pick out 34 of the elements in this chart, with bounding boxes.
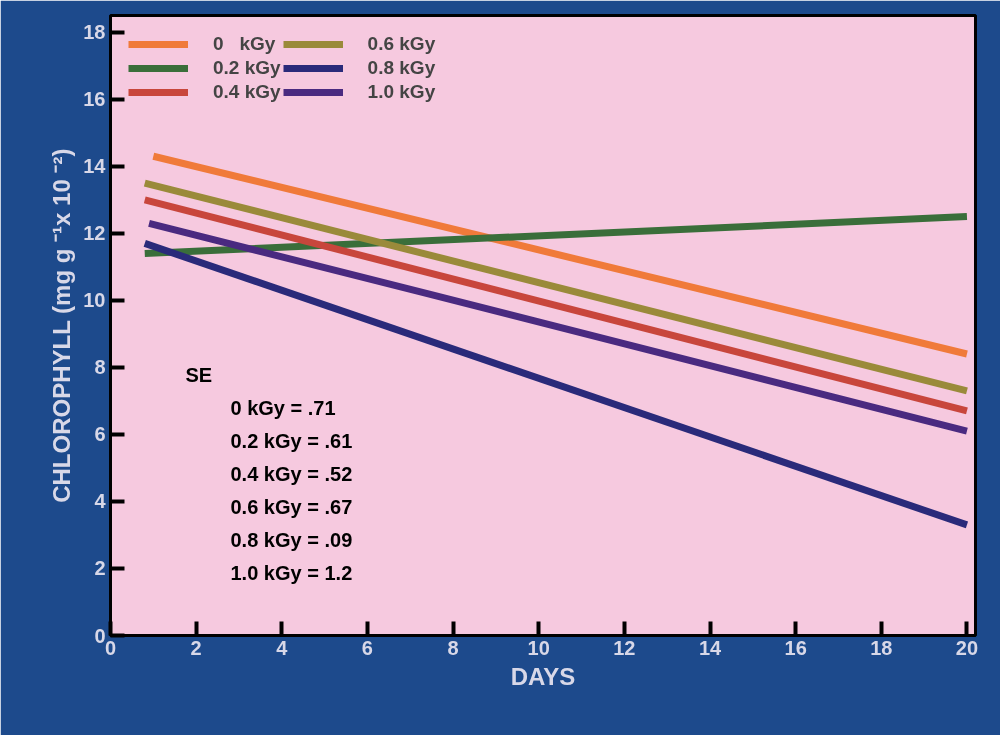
x-tick-label: 10 bbox=[527, 636, 550, 659]
y-tick-label: 6 bbox=[94, 423, 106, 446]
legend-label: 0.6 kGy bbox=[367, 33, 436, 55]
y-tick-label: 14 bbox=[83, 155, 107, 178]
legend-label: 0 kGy bbox=[213, 33, 276, 55]
y-tick-label: 12 bbox=[83, 222, 106, 245]
legend-label: 0.2 kGy bbox=[213, 57, 281, 79]
legend-label: 1.0 kGy bbox=[367, 81, 436, 103]
annotation: 1.0 kGy = 1.2 bbox=[230, 561, 353, 584]
y-tick-label: 18 bbox=[83, 21, 106, 44]
y-tick-label: 2 bbox=[94, 557, 106, 580]
annotation: 0.8 kGy = .09 bbox=[230, 528, 353, 551]
x-tick-label: 2 bbox=[190, 636, 202, 659]
x-tick-label: 18 bbox=[870, 636, 893, 659]
x-tick-label: 14 bbox=[698, 636, 722, 659]
x-tick-label: 4 bbox=[276, 636, 289, 659]
x-tick-label: 8 bbox=[447, 636, 459, 659]
annotation: 0.6 kGy = .67 bbox=[230, 495, 353, 518]
y-axis-title: CHLOROPHYLL (mg g ⁻¹x 10 ⁻²) bbox=[48, 148, 76, 503]
legend-label: 0.4 kGy bbox=[213, 81, 281, 103]
annotation: SE bbox=[185, 363, 213, 386]
y-tick-label: 10 bbox=[83, 289, 106, 312]
annotation: 0.4 kGy = .52 bbox=[230, 462, 353, 485]
y-tick-label: 4 bbox=[94, 490, 107, 513]
y-tick-label: 8 bbox=[94, 356, 106, 379]
x-tick-label: 12 bbox=[613, 636, 636, 659]
legend-label: 0.8 kGy bbox=[367, 57, 436, 79]
x-axis-title: DAYS bbox=[510, 662, 576, 690]
x-tick-label: 16 bbox=[784, 636, 807, 659]
x-tick-label: 20 bbox=[955, 636, 979, 659]
annotation: 0 kGy = .71 bbox=[230, 396, 336, 419]
x-tick-label: 6 bbox=[361, 636, 373, 659]
annotation: 0.2 kGy = .61 bbox=[230, 429, 353, 452]
y-tick-label: 16 bbox=[83, 88, 106, 111]
